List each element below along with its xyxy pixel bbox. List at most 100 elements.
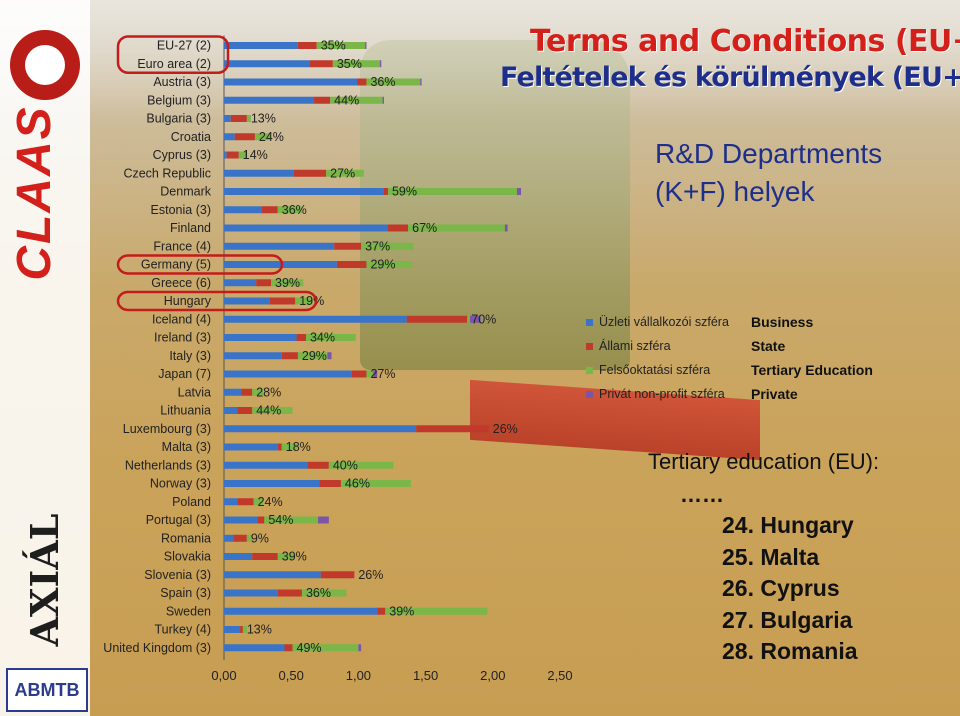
bar-segment: [416, 425, 489, 433]
bar-segment: [467, 315, 470, 323]
data-label: 34%: [310, 331, 335, 345]
ranking-item: 26. Cyprus: [722, 575, 840, 601]
bar-segment: [224, 370, 352, 378]
data-label: 13%: [251, 112, 276, 126]
bar-segment: [241, 388, 253, 396]
category-label: Austria (3): [153, 75, 211, 89]
bar-segment: [224, 553, 253, 560]
chart-legend: Üzleti vállalkozói szféra Business Állam…: [586, 310, 873, 406]
data-label: 14%: [243, 148, 268, 162]
category-label: Japan (7): [158, 367, 211, 381]
bar-segment: [224, 516, 258, 524]
bar-segment: [224, 534, 234, 542]
category-label: Luxembourg (3): [123, 422, 211, 436]
category-label: Ireland (3): [154, 331, 211, 345]
category-label: Denmark: [160, 185, 211, 199]
bar-segment: [238, 151, 246, 159]
bar-segment: [277, 589, 302, 597]
category-label: France (4): [153, 239, 211, 253]
highlight-hungary-frame: [116, 290, 318, 312]
bar-segment: [277, 206, 302, 214]
bar-segment: [281, 352, 298, 360]
ranking-item: 25. Malta: [722, 543, 820, 570]
data-label: 28%: [256, 385, 281, 399]
bar-segment: [233, 534, 247, 542]
bar-segment: [224, 60, 311, 68]
category-label: EU-27 (2): [157, 39, 211, 53]
bar-segment: [224, 334, 297, 341]
bar-segment: [469, 315, 481, 323]
bar-segment: [224, 607, 378, 615]
bar-segment: [261, 206, 278, 214]
data-label: 39%: [275, 276, 300, 290]
bar-segment: [297, 352, 328, 360]
bar-segment: [361, 242, 414, 250]
bar-segment: [340, 480, 411, 487]
bar-segment: [385, 607, 488, 615]
data-label: 46%: [345, 477, 370, 491]
category-label: Finland: [170, 221, 211, 235]
bar-segment: [382, 96, 384, 104]
bar-segment: [224, 42, 298, 49]
data-label: 26%: [493, 422, 518, 436]
legend-label-hu: Állami szféra: [599, 339, 671, 353]
category-label: Turkey (4): [155, 623, 212, 637]
legend-label-en: Tertiary Education: [751, 362, 873, 378]
bar-segment: [224, 151, 227, 159]
bar-segment: [295, 297, 313, 305]
bar-segment: [252, 553, 278, 560]
category-label: Portugal (3): [146, 513, 211, 527]
bar-segment: [277, 553, 294, 560]
bar-segment: [320, 571, 355, 579]
data-label: 27%: [370, 367, 395, 381]
bar-segment: [224, 644, 285, 652]
bar-segment: [224, 443, 278, 451]
x-tick-label: 2,00: [480, 668, 505, 683]
bar-segment: [245, 151, 247, 159]
legend-label-hu: Felsőoktatási szféra: [599, 363, 711, 377]
data-label: 39%: [389, 604, 414, 618]
bar-segment: [230, 115, 247, 122]
bar-segment: [332, 60, 380, 68]
legend-item: Felsőoktatási szféra Tertiary Education: [586, 358, 873, 382]
abmtb-logo: ABMTB: [6, 668, 88, 712]
legend-label-en: State: [751, 338, 786, 354]
bar-segment: [277, 443, 282, 451]
category-label: Euro area (2): [137, 57, 211, 71]
ranking-list: 24. Hungary 25. Malta 26. Cyprus 27. Bul…: [722, 510, 858, 668]
bar-segment: [254, 133, 272, 141]
bar-segment: [246, 534, 253, 542]
data-label: 29%: [370, 258, 395, 272]
bar-segment: [264, 516, 319, 524]
bar-segment: [224, 242, 335, 250]
category-label: Hungary: [164, 294, 212, 308]
category-label: Iceland (4): [152, 312, 211, 326]
category-label: Croatia: [171, 130, 211, 144]
bar-segment: [234, 133, 255, 141]
category-label: Sweden: [166, 604, 211, 618]
title-hungarian: Feltételek és körülmények (EU+): [500, 62, 960, 93]
bar-segment: [330, 96, 383, 104]
bar-segment: [281, 443, 297, 451]
data-label: 29%: [302, 349, 327, 363]
bar-segment: [373, 370, 378, 378]
logo-strip: CLAAS AXIÁL ABMTB: [0, 0, 90, 716]
category-label: Malta (3): [162, 440, 211, 454]
tertiary-ranking-heading: Tertiary education (EU):: [648, 449, 880, 474]
bar-segment: [242, 626, 247, 633]
category-label: Lithuania: [160, 404, 211, 418]
data-label: 70%: [471, 312, 496, 326]
data-label: 24%: [258, 495, 283, 509]
legend-swatch: [586, 366, 593, 374]
bar-segment: [224, 297, 270, 305]
bar-segment: [358, 644, 362, 652]
bar-segment: [224, 115, 231, 122]
category-label: Czech Republic: [123, 166, 211, 180]
bar-segment: [224, 425, 417, 433]
bar-segment: [377, 607, 386, 615]
category-label: Latvia: [178, 385, 211, 399]
bar-segment: [224, 461, 308, 469]
bar-segment: [224, 78, 358, 86]
bar-segment: [237, 498, 254, 506]
